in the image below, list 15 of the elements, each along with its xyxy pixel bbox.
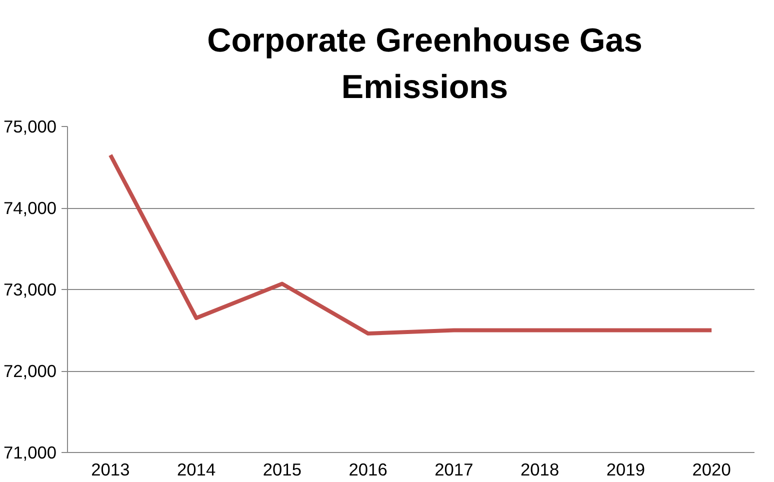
x-tick-label: 2020 <box>692 460 731 480</box>
x-tick-label: 2016 <box>348 460 388 480</box>
y-tick-label: 71,000 <box>4 442 56 462</box>
y-tick-label: 75,000 <box>4 116 56 136</box>
y-tick-label: 72,000 <box>4 361 56 381</box>
y-tick-label: 73,000 <box>4 280 56 300</box>
x-tick-label: 2013 <box>91 460 130 480</box>
chart-title: Corporate Greenhouse Gas Emissions <box>207 22 642 106</box>
x-tick-label: 2015 <box>262 460 302 480</box>
line-series <box>108 153 714 336</box>
x-tick-label: 2014 <box>177 460 216 480</box>
x-tick-label: 2018 <box>520 460 560 480</box>
x-tick-label: 2017 <box>434 460 474 480</box>
y-tick-label: 74,000 <box>4 198 56 218</box>
x-tick-label: 2019 <box>606 460 645 480</box>
